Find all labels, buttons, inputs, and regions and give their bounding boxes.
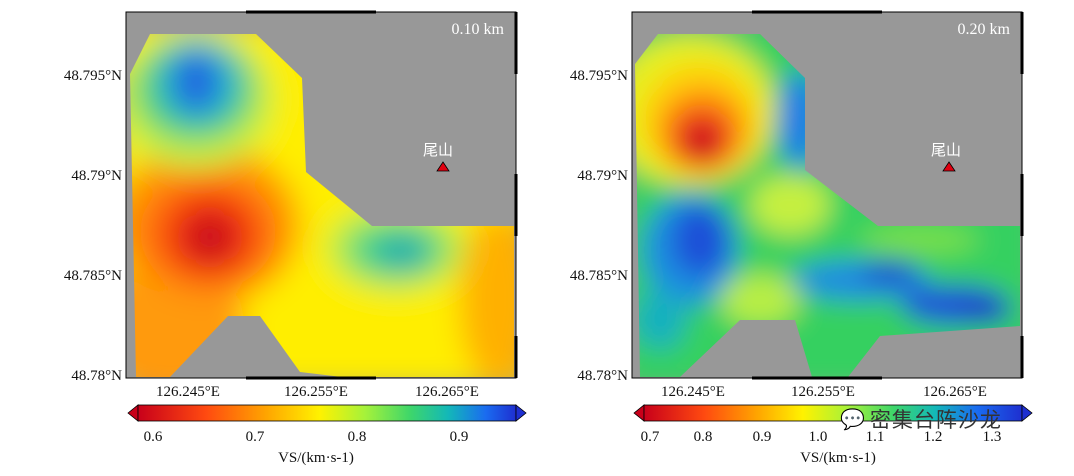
panel-b-ytick: 48.78°N — [577, 368, 628, 384]
panel-a-station-marker — [436, 161, 450, 172]
panel-b-ytick: 48.795°N — [570, 68, 628, 84]
panel-b-depth-label: 0.20 km — [958, 21, 1011, 38]
panel-a-xtick: 126.265°E — [415, 384, 479, 400]
colorbar-label: VS/(km·s-1) — [800, 450, 876, 466]
colorbar-tick: 0.9 — [753, 429, 772, 445]
colorbar-tick: 0.7 — [641, 429, 660, 445]
panel-b-xtick: 126.265°E — [923, 384, 987, 400]
panel-b-station: 尾山 — [931, 141, 961, 172]
panel-b-x-ticks: 126.245°E 126.255°E 126.265°E — [661, 384, 987, 400]
panel-a-ytick: 48.78°N — [71, 368, 122, 384]
panel-a-ytick: 48.79°N — [71, 168, 122, 184]
panel-a-xtick: 126.245°E — [156, 384, 220, 400]
panel-a: 0.10 km 尾山 48.795°N 48.79°N 48.785°N 48.… — [64, 10, 527, 466]
colorbar-tick: 0.9 — [450, 429, 469, 445]
colorbar-low-arrow — [633, 404, 645, 422]
panel-b-station-marker — [942, 161, 956, 172]
panel-a-colorbar: 0.6 0.7 0.8 0.9 VS/(km·s-1) — [127, 404, 527, 466]
panel-a-station-label: 尾山 — [423, 141, 453, 159]
colorbar-tick: 1.2 — [924, 429, 943, 445]
panel-a-x-ticks: 126.245°E 126.255°E 126.265°E — [156, 384, 479, 400]
panel-a-station: 尾山 — [423, 141, 453, 172]
panel-b-ytick: 48.79°N — [577, 168, 628, 184]
panel-b-colorbar: 0.7 0.8 0.9 1.0 1.1 1.2 1.3 VS/(km·s-1) — [633, 404, 1033, 466]
panel-b-frame — [631, 10, 1024, 380]
colorbar-gradient — [137, 404, 517, 422]
panel-a-ytick: 48.795°N — [64, 68, 122, 84]
colorbar-label: VS/(km·s-1) — [278, 450, 354, 466]
wechat-icon: 💬 — [840, 407, 866, 431]
panel-a-xtick: 126.255°E — [284, 384, 348, 400]
panel-b-ytick: 48.785°N — [570, 268, 628, 284]
colorbar-tick: 1.3 — [983, 429, 1002, 445]
panel-b-xtick: 126.245°E — [661, 384, 725, 400]
colorbar-high-arrow — [1021, 404, 1033, 422]
colorbar-tick: 1.1 — [866, 429, 885, 445]
colorbar-high-arrow — [515, 404, 527, 422]
colorbar-tick: 0.8 — [694, 429, 713, 445]
colorbar-tick: 0.7 — [246, 429, 265, 445]
panel-a-ytick: 48.785°N — [64, 268, 122, 284]
colorbar-tick: 0.6 — [144, 429, 163, 445]
colorbar-tick: 1.0 — [809, 429, 828, 445]
colorbar-tick: 0.8 — [348, 429, 367, 445]
panel-a-frame — [125, 10, 518, 380]
panel-b-y-ticks: 48.795°N 48.79°N 48.785°N 48.78°N — [570, 68, 628, 384]
panel-a-depth-label: 0.10 km — [452, 21, 505, 38]
watermark-text: 密集台阵沙龙 — [869, 408, 1002, 432]
watermark: 💬 密集台阵沙龙 — [840, 404, 1002, 434]
colorbar-low-arrow — [127, 404, 139, 422]
panel-b-station-label: 尾山 — [931, 141, 961, 159]
panel-b: 0.20 km 尾山 48.795°N 48.79°N 48.785°N 48.… — [570, 10, 1033, 466]
panel-b-xtick: 126.255°E — [791, 384, 855, 400]
panel-a-y-ticks: 48.795°N 48.79°N 48.785°N 48.78°N — [64, 68, 122, 384]
